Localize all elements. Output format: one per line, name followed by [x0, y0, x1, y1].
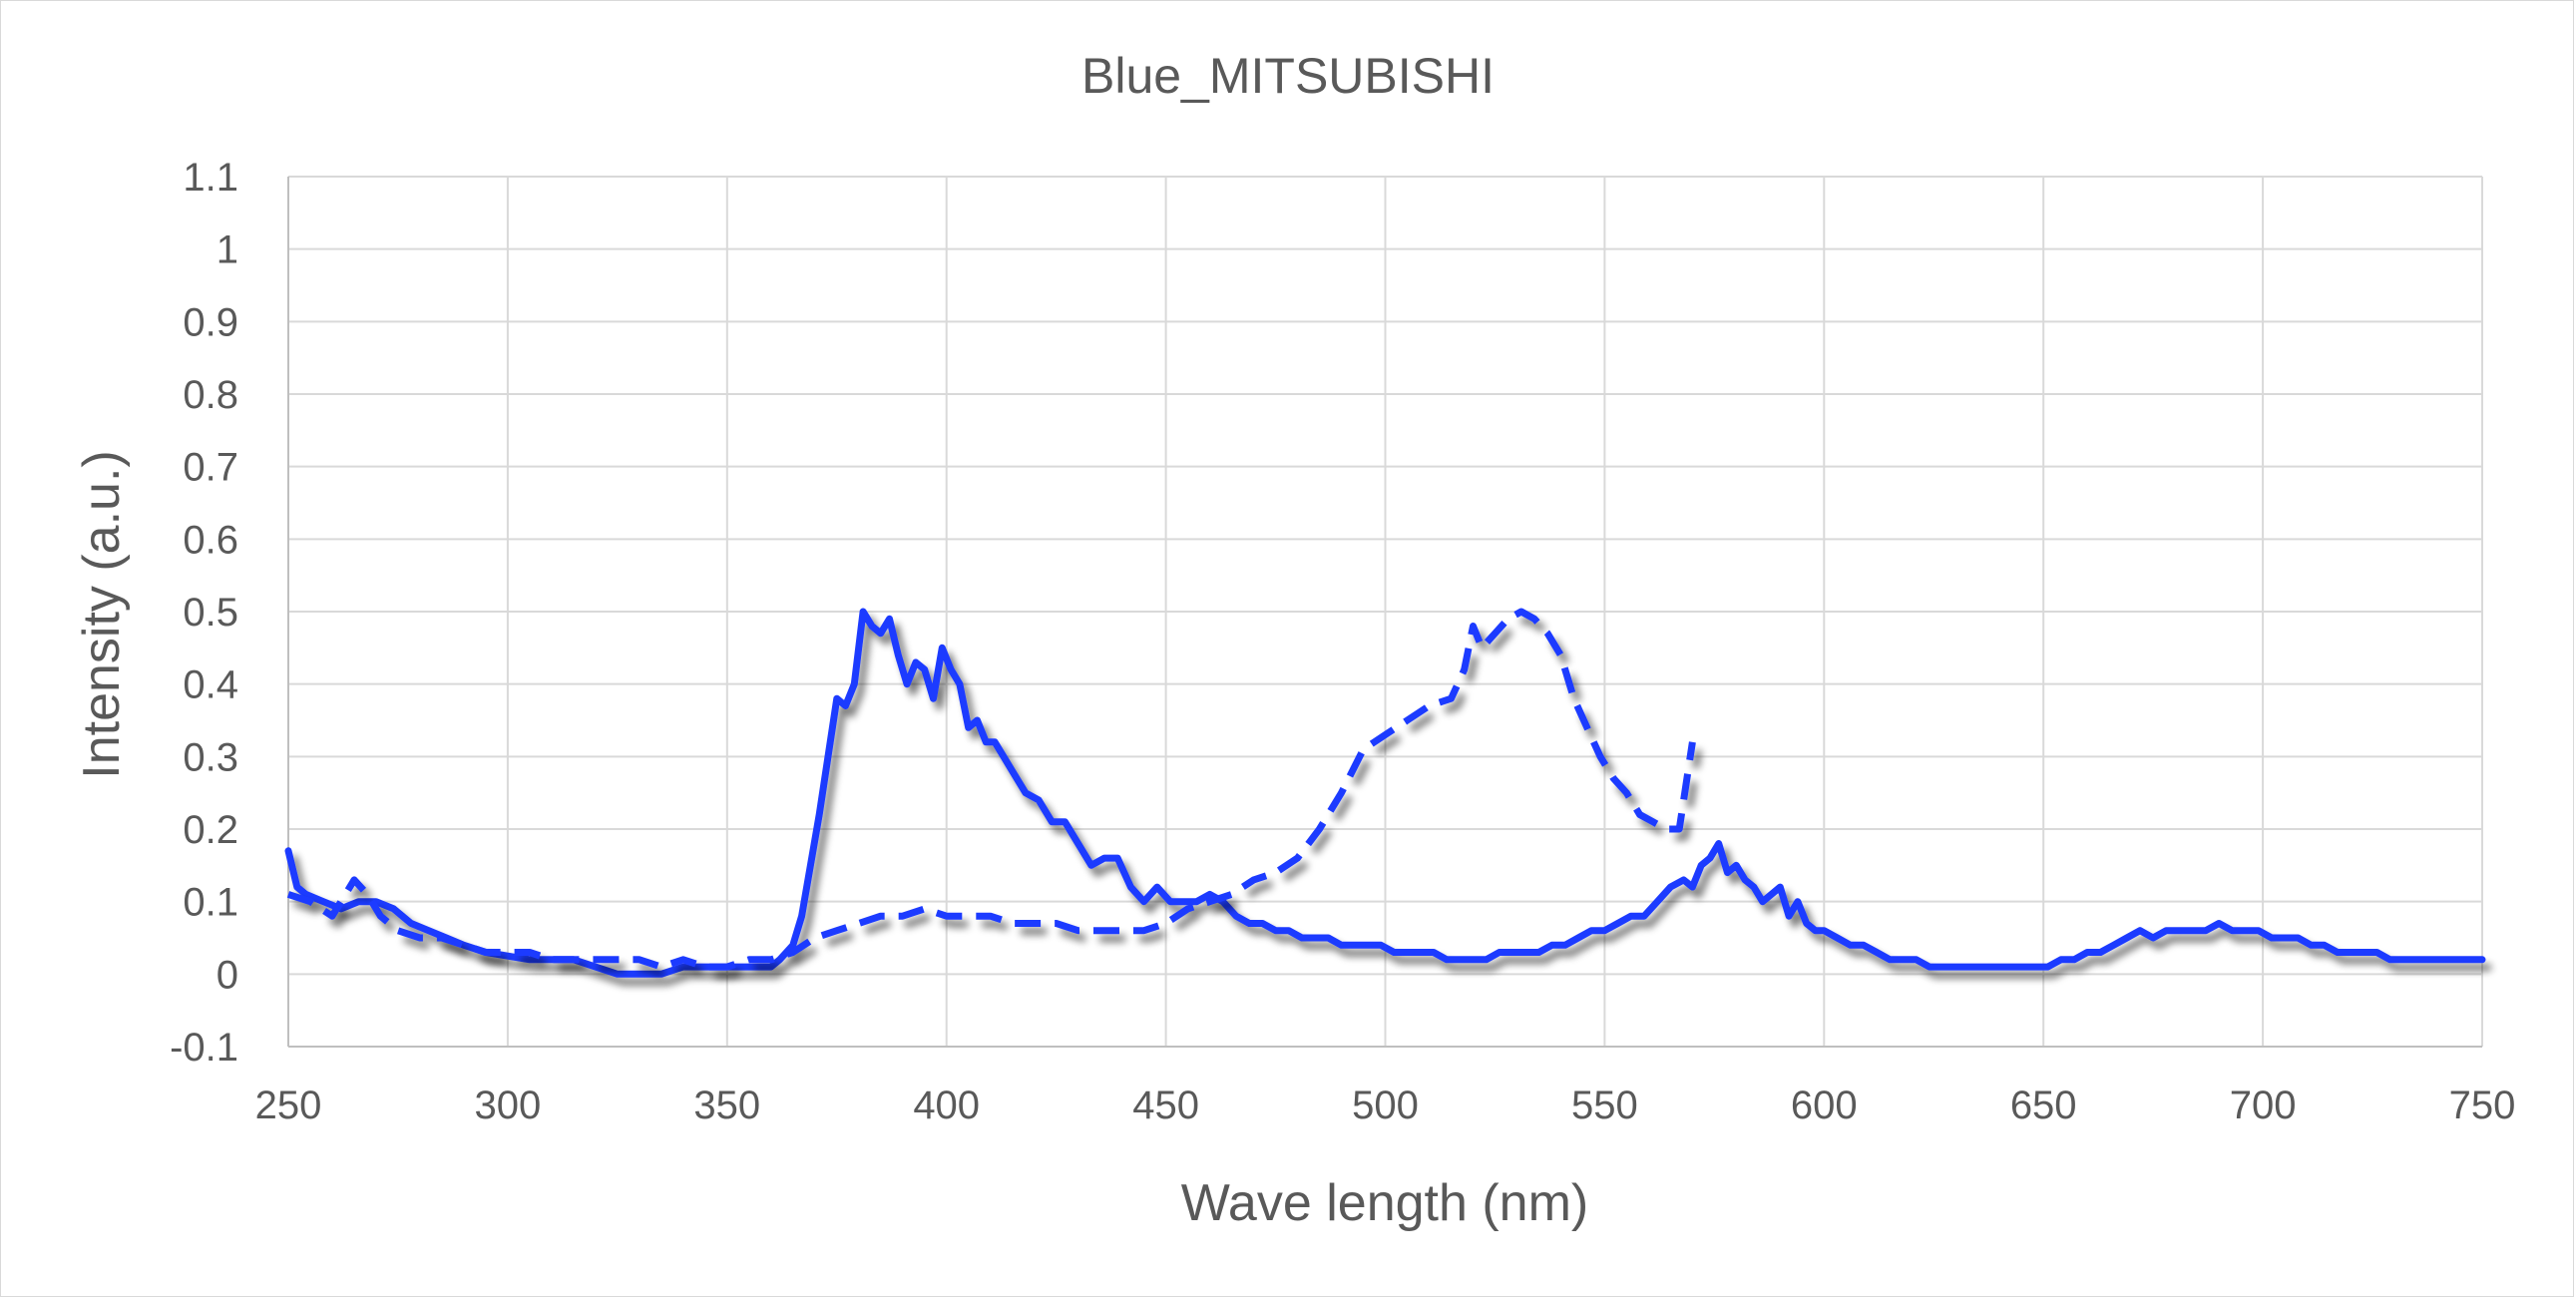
x-tick-label: 500 [1352, 1083, 1419, 1127]
y-tick-label: 1.1 [183, 156, 238, 200]
y-tick-label: 0.3 [183, 735, 238, 779]
x-tick-label: 750 [2449, 1083, 2516, 1127]
y-tick-label: -0.1 [170, 1026, 238, 1070]
y-tick-label: 0.2 [183, 808, 238, 852]
y-tick-label: 0.9 [183, 300, 238, 344]
series-line-solid [284, 608, 2486, 978]
x-axis-title: Wave length (nm) [1181, 1174, 1588, 1232]
y-tick-label: 0.6 [183, 518, 238, 562]
y-tick-label: 1 [216, 228, 238, 272]
series-line-dashed [286, 608, 1696, 971]
x-tick-label: 250 [255, 1083, 322, 1127]
x-tick-label: 700 [2230, 1083, 2297, 1127]
x-tick-label: 400 [913, 1083, 980, 1127]
x-tick-label: 350 [693, 1083, 760, 1127]
x-tick-label: 450 [1132, 1083, 1199, 1127]
y-axis-title: Intensity (a.u.) [73, 450, 131, 778]
y-tick-label: 0 [216, 953, 238, 997]
x-tick-label: 550 [1571, 1083, 1638, 1127]
x-tick-label: 600 [1791, 1083, 1858, 1127]
chart-title: Blue_MITSUBISHI [1081, 48, 1495, 104]
y-tick-label: 0.4 [183, 663, 238, 707]
x-tick-label: 300 [475, 1083, 542, 1127]
y-tick-label: 0.1 [183, 881, 238, 925]
y-tick-label: 0.8 [183, 373, 238, 417]
y-tick-label: 0.5 [183, 591, 238, 635]
y-tick-label: 0.7 [183, 446, 238, 490]
x-tick-label: 650 [2010, 1083, 2077, 1127]
